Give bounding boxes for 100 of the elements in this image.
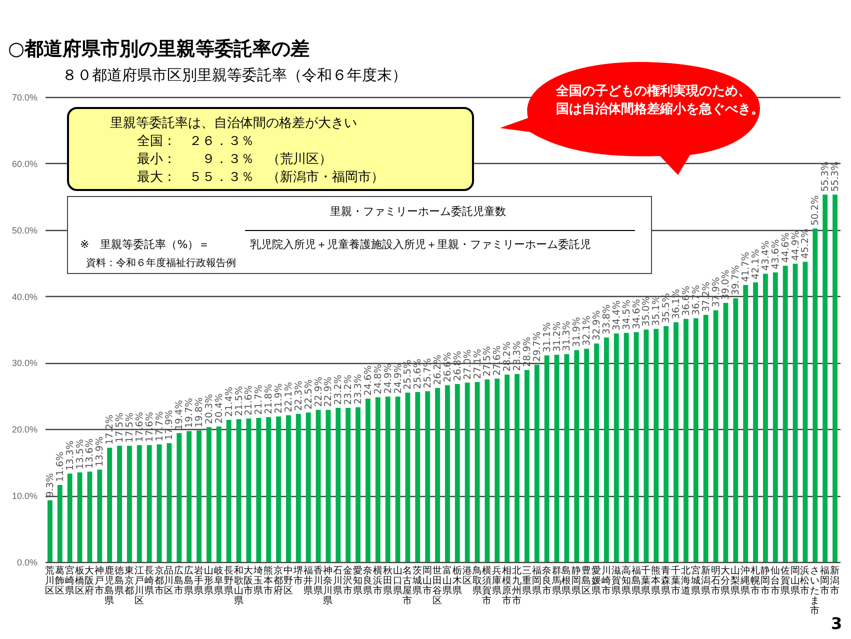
data-label: 43.6% [770, 239, 782, 270]
x-tick-label: 鹿児島県 [104, 564, 115, 606]
y-tick-label: 0.0% [16, 558, 38, 568]
bar [753, 282, 758, 562]
annotation: ※ 里親等委託率（%）＝ [80, 237, 210, 252]
bar [127, 446, 132, 562]
data-label: 19.7% [184, 398, 196, 428]
bar [494, 378, 500, 562]
bar [326, 410, 331, 562]
bar [802, 262, 808, 562]
data-label: 32.1% [582, 316, 593, 346]
x-tick-label: 秋田県 [382, 564, 393, 596]
bar [454, 384, 460, 562]
bar [166, 443, 172, 562]
data-label: 24.8% [372, 364, 384, 394]
data-label: 29.7% [532, 332, 543, 362]
annotation: 最小： ９．３％ （荒川区） [137, 151, 332, 168]
bar [146, 445, 152, 562]
data-label: 28.9% [522, 336, 533, 368]
data-label: 22.9% [313, 376, 324, 407]
data-label: 25.5% [402, 359, 414, 390]
bar [306, 412, 311, 562]
x-tick-label: 広島県 [184, 564, 194, 596]
data-label: 23.2% [333, 374, 344, 405]
data-label: 26.8% [452, 350, 464, 381]
data-label: 27.1% [472, 348, 484, 379]
data-label: 28.3% [512, 340, 524, 372]
data-label: 13.6% [84, 438, 96, 469]
bar [415, 392, 420, 562]
bar [87, 472, 92, 562]
bar [484, 379, 490, 562]
x-tick-label: 葛飾区 [54, 564, 65, 596]
y-tick-label: 50.0% [12, 225, 38, 236]
x-tick-label: 静岡市 [760, 564, 770, 596]
data-label: 24.9% [382, 363, 394, 394]
x-tick-label: 千葉県 [641, 564, 652, 596]
y-tick-label: 60.0% [12, 158, 38, 169]
data-label: 34.4% [611, 300, 622, 330]
bar [554, 354, 560, 562]
chart-title: ○都道府県市別の里親等委託率の差 [8, 37, 310, 62]
data-label: 39.0% [720, 270, 732, 300]
x-tick-label: 中野区 [283, 564, 294, 596]
annotation: 全国の子どもの権利実現のため、 [556, 82, 751, 100]
bar [782, 266, 788, 562]
bar [464, 382, 470, 562]
bar [763, 274, 768, 562]
bar [684, 318, 688, 562]
bar [57, 484, 62, 562]
bar [186, 431, 192, 562]
x-tick-label: 愛知県 [353, 564, 364, 596]
data-label: 36.1% [671, 289, 682, 320]
data-label: 26.6% [442, 352, 454, 382]
x-tick-label: 奈良市 [542, 566, 552, 596]
x-tick-label: さいたま市 [810, 566, 820, 616]
data-label: 35.0% [641, 296, 652, 326]
x-tick-label: 荒川区 [44, 564, 55, 596]
x-tick-label: 岡山県 [790, 566, 800, 596]
data-label: 17.7% [154, 411, 166, 442]
data-label: 44.6% [780, 232, 792, 263]
data-label: 31.2% [552, 322, 563, 352]
x-tick-label: 世田谷区 [432, 564, 443, 606]
bar [366, 398, 370, 562]
bar [136, 445, 142, 562]
x-tick-label: 山形県 [204, 564, 214, 596]
data-label: 41.7% [740, 252, 752, 282]
bar [286, 415, 291, 562]
bar [733, 298, 738, 562]
bar [176, 433, 182, 562]
x-tick-label: 滋賀県 [611, 564, 622, 596]
bar [514, 374, 520, 562]
data-label: 22.1% [283, 382, 294, 412]
bar [624, 332, 629, 562]
bar [346, 408, 351, 562]
x-tick-label: 新潟市 [830, 564, 840, 596]
data-label: 11.6% [54, 452, 66, 482]
data-label: 36.7% [690, 285, 702, 316]
bar [664, 326, 669, 562]
x-tick-label: 宮崎県 [64, 564, 75, 596]
y-tick-label: 10.0% [12, 491, 38, 502]
x-tick-label: 徳島県 [114, 566, 125, 596]
bar [772, 272, 778, 562]
bar [107, 448, 112, 562]
data-label: 22.3% [293, 380, 304, 411]
data-label: 24.9% [392, 363, 404, 394]
x-tick-label: 京都府 [274, 564, 284, 596]
data-label: 36.6% [680, 286, 692, 316]
y-tick-label: 70.0% [12, 92, 38, 102]
bar [524, 370, 530, 562]
text: 3 [831, 614, 842, 633]
data-label: 27.6% [492, 345, 504, 376]
bar [196, 430, 202, 562]
x-tick-label: 島根県 [562, 564, 572, 596]
data-label: 17.5% [114, 412, 126, 443]
x-tick-label: 堺市 [292, 564, 304, 586]
x-tick-label: 広島市 [174, 564, 184, 596]
data-label: 35.1% [651, 296, 662, 326]
data-label: 45.2% [800, 228, 812, 259]
bar [316, 410, 321, 562]
x-tick-label: 埼玉県 [252, 564, 264, 596]
x-tick-label: 福井県 [303, 564, 314, 596]
